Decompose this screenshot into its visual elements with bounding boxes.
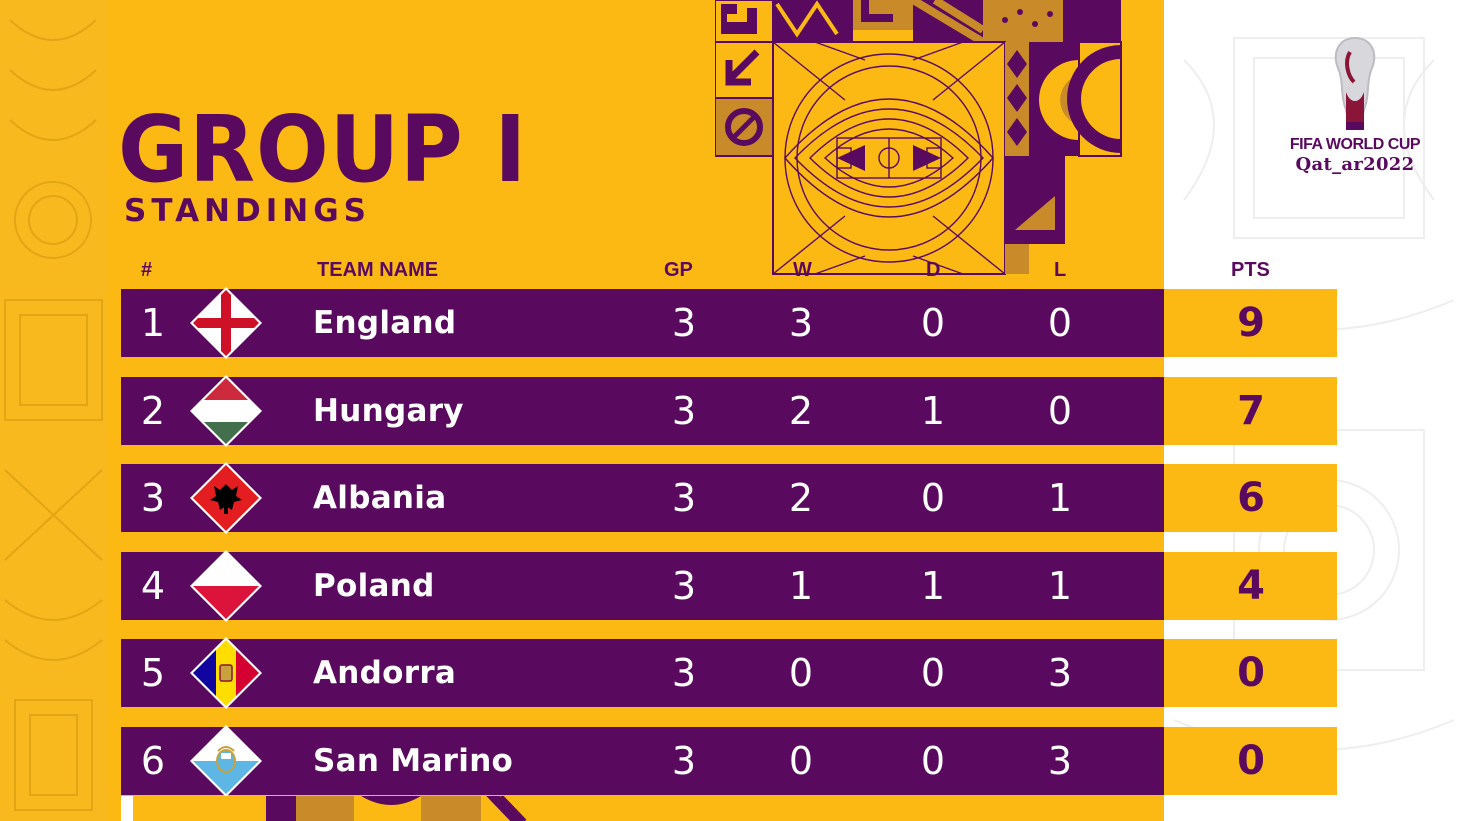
l-cell: 0	[1047, 389, 1073, 433]
gp-cell: 3	[671, 301, 697, 345]
albania-flag-icon	[190, 462, 262, 534]
andorra-flag-icon	[190, 637, 262, 709]
logo-text-fifa: FIFA WORLD CUP	[1289, 136, 1421, 153]
l-cell: 1	[1047, 476, 1073, 520]
column-header-team-name: TEAM NAME	[317, 259, 439, 281]
d-cell: 0	[920, 301, 946, 345]
gp-cell: 3	[671, 476, 697, 520]
decorative-pattern-art	[715, 0, 1122, 275]
row-background	[121, 464, 1164, 532]
w-cell: 0	[788, 651, 814, 695]
standings-row: 4 Poland 3 1 1 1 4	[121, 550, 1337, 622]
points-cell-background	[1164, 289, 1337, 357]
points-cell-background	[1164, 464, 1337, 532]
column-header-pts: PTS	[1231, 259, 1270, 281]
left-decorative-strip	[0, 0, 107, 821]
left-pattern-graphic	[4, 19, 103, 811]
row-background	[121, 552, 1164, 620]
d-cell: 0	[920, 739, 946, 783]
pts-cell: 7	[1237, 388, 1265, 434]
column-header-gp: GP	[664, 259, 693, 281]
page-title: GROUP I	[118, 96, 528, 203]
standings-row: 6 San Marino 3 0 0 3 0	[121, 725, 1337, 797]
san-marino-flag-icon	[190, 725, 262, 797]
gp-cell: 3	[671, 564, 697, 608]
w-cell: 2	[788, 476, 814, 520]
gp-cell: 3	[671, 389, 697, 433]
standings-row: 1 England 3 3 0 0 9	[121, 287, 1337, 359]
page-subtitle: STANDINGS	[124, 193, 371, 229]
w-cell: 0	[788, 739, 814, 783]
pts-cell: 0	[1237, 738, 1265, 784]
d-cell: 0	[920, 651, 946, 695]
row-background	[121, 377, 1164, 445]
rank-cell: 4	[140, 564, 166, 608]
row-background	[121, 289, 1164, 357]
rank-cell: 6	[140, 739, 166, 783]
standings-row: 3 Albania 3 2 0 1 6	[121, 462, 1337, 534]
poland-flag-icon	[190, 550, 262, 622]
bottom-decorative-art	[121, 796, 527, 821]
team-name-cell: Albania	[313, 480, 447, 516]
w-cell: 3	[788, 301, 814, 345]
trophy-emblem-icon	[1334, 36, 1376, 130]
rank-cell: 5	[140, 651, 166, 695]
pts-cell: 4	[1237, 563, 1265, 609]
team-name-cell: Andorra	[313, 655, 457, 691]
points-cell-background	[1164, 639, 1337, 707]
column-header-l: L	[1054, 259, 1067, 281]
d-cell: 0	[920, 476, 946, 520]
row-background	[121, 639, 1164, 707]
logo-text-qatar: Qat_ar2022	[1295, 154, 1415, 175]
rank-cell: 2	[140, 389, 166, 433]
team-name-cell: Poland	[313, 568, 435, 604]
pts-cell: 9	[1237, 300, 1265, 346]
pts-cell: 6	[1237, 475, 1265, 521]
l-cell: 0	[1047, 301, 1073, 345]
w-cell: 1	[788, 564, 814, 608]
standings-row: 5 Andorra 3 0 0 3 0	[121, 637, 1337, 709]
column-header-d: D	[926, 259, 941, 281]
team-name-cell: San Marino	[313, 743, 514, 779]
rank-cell: 3	[140, 476, 166, 520]
world-cup-logo: FIFA WORLD CUP Qat_ar2022	[1280, 32, 1430, 182]
points-cell-background	[1164, 377, 1337, 445]
gp-cell: 3	[671, 651, 697, 695]
column-header-rank: #	[141, 259, 153, 281]
pts-cell: 0	[1237, 650, 1265, 696]
standings-row: 2 Hungary 3 2 1 0 7	[121, 375, 1337, 447]
d-cell: 1	[920, 389, 946, 433]
england-flag-icon	[190, 287, 262, 359]
rank-cell: 1	[140, 301, 166, 345]
points-cell-background	[1164, 552, 1337, 620]
l-cell: 3	[1047, 651, 1073, 695]
w-cell: 2	[788, 389, 814, 433]
team-name-cell: Hungary	[313, 393, 464, 429]
gp-cell: 3	[671, 739, 697, 783]
row-background	[121, 727, 1164, 795]
column-header-w: W	[793, 259, 812, 281]
team-name-cell: England	[313, 305, 457, 341]
d-cell: 1	[920, 564, 946, 608]
hungary-flag-icon	[190, 375, 262, 447]
points-cell-background	[1164, 727, 1337, 795]
l-cell: 1	[1047, 564, 1073, 608]
l-cell: 3	[1047, 739, 1073, 783]
